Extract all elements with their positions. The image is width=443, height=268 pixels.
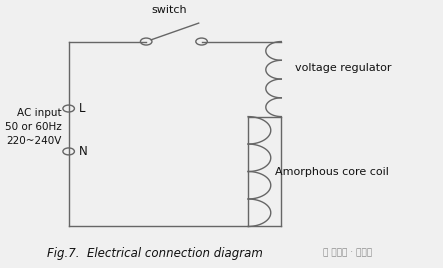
Text: 📲 公众号 · 张祥前: 📲 公众号 · 张祥前 <box>323 249 373 258</box>
Text: Fig.7.  Electrical connection diagram: Fig.7. Electrical connection diagram <box>47 247 263 260</box>
Text: voltage regulator: voltage regulator <box>295 63 391 73</box>
Text: N: N <box>78 145 87 158</box>
Text: L: L <box>78 102 85 115</box>
Text: AC input
50 or 60Hz
220~240V: AC input 50 or 60Hz 220~240V <box>5 108 62 146</box>
Text: switch: switch <box>152 5 187 15</box>
Text: Amorphous core coil: Amorphous core coil <box>275 166 389 177</box>
